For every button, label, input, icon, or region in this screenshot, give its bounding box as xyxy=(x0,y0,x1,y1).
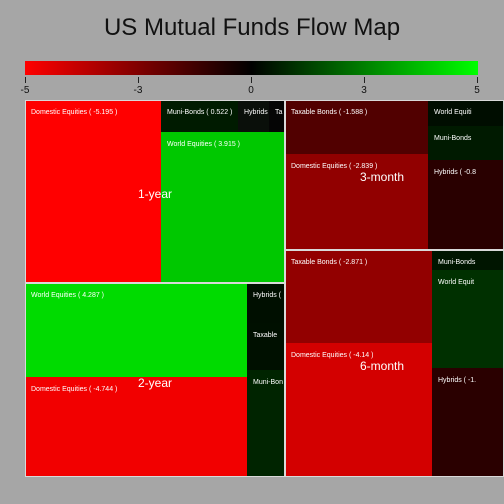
treemap-cell: Muni-Bonds xyxy=(432,250,504,270)
treemap-group-label: 6-month xyxy=(359,359,405,373)
treemap-cell-label: Hybrids ( xyxy=(253,292,282,299)
treemap-cell: Domestic Equities ( -4.744 ) xyxy=(25,377,247,477)
treemap-cell-label: Taxable Bonds ( -1.588 ) xyxy=(291,109,368,116)
treemap-cell-label: Hybrids xyxy=(244,109,268,116)
treemap-cell: Muni-Bonds ( 0.522 ) xyxy=(161,100,238,132)
treemap-cell-label: World Equit xyxy=(438,279,475,286)
treemap-group-label: 3-month xyxy=(359,170,405,184)
treemap-cell-label: Domestic Equities ( -4.744 ) xyxy=(31,386,118,393)
treemap-cell: World Equities ( 4.287 ) xyxy=(25,283,247,377)
treemap-cell: Hybrids ( -0.8 xyxy=(428,160,504,250)
colorbar xyxy=(25,61,478,75)
treemap-cell-label: Hybrids ( -1. xyxy=(438,377,477,384)
treemap-cell: World Equiti xyxy=(428,100,504,126)
treemap-cell-label: World Equities ( 3.915 ) xyxy=(167,141,241,148)
colorbar-tick xyxy=(364,77,365,83)
colorbar-tick xyxy=(25,77,26,83)
treemap-cell: Ta xyxy=(269,100,285,132)
treemap-cell-label: Hybrids ( -0.8 xyxy=(434,169,477,176)
treemap-cell-label: World Equiti xyxy=(434,109,472,116)
treemap-cell-label: Muni-Bonds ( 0.522 ) xyxy=(167,109,233,116)
colorbar-tick-label: 3 xyxy=(361,85,367,96)
treemap-cell: Hybrids ( -1. xyxy=(432,368,504,477)
treemap-cell-label: Taxable Bonds ( -2.871 ) xyxy=(291,259,368,266)
treemap-cell: World Equities ( 3.915 ) xyxy=(161,132,285,283)
treemap-cell: Domestic Equities ( -2.839 ) xyxy=(285,154,428,250)
colorbar-tick xyxy=(138,77,139,83)
colorbar-tick xyxy=(251,77,252,83)
treemap-cell-label: World Equities ( 4.287 ) xyxy=(31,292,105,299)
treemap-cell: Muni-Bonds xyxy=(428,126,504,160)
treemap-cell-label: Muni-Bon xyxy=(253,379,283,386)
treemap-cell-label: Ta xyxy=(275,109,283,116)
treemap-cell: Hybrids xyxy=(238,100,269,132)
treemap-cell: Hybrids ( xyxy=(247,283,285,323)
treemap-cell: Taxable Bonds ( -1.588 ) xyxy=(285,100,428,154)
colorbar-tick-label: 5 xyxy=(474,85,480,96)
treemap-cell: World Equit xyxy=(432,270,504,368)
chart-title: US Mutual Funds Flow Map xyxy=(103,14,401,41)
colorbar-tick-label: -5 xyxy=(20,85,30,96)
treemap-cell-label: Taxable xyxy=(253,332,278,339)
treemap-group-label: 1-year xyxy=(137,187,173,201)
treemap-cell: Domestic Equities ( -5.195 ) xyxy=(25,100,161,283)
treemap-cell: Muni-Bon xyxy=(247,370,285,477)
treemap-cell-label: Domestic Equities ( -5.195 ) xyxy=(31,109,118,116)
treemap-cell: Taxable Bonds ( -2.871 ) xyxy=(285,250,432,343)
treemap-cell: Taxable xyxy=(247,323,285,370)
colorbar-tick-label: 0 xyxy=(248,85,254,96)
treemap-cell-label: Domestic Equities ( -2.839 ) xyxy=(291,163,378,170)
treemap-cell: Domestic Equities ( -4.14 ) xyxy=(285,343,432,477)
treemap-cell-label: Domestic Equities ( -4.14 ) xyxy=(291,352,374,359)
colorbar-tick xyxy=(477,77,478,83)
treemap-group-label: 2-year xyxy=(137,376,173,390)
treemap-cell-label: Muni-Bonds xyxy=(434,135,472,142)
treemap-cell-label: Muni-Bonds xyxy=(438,259,476,266)
colorbar-tick-label: -3 xyxy=(133,85,143,96)
